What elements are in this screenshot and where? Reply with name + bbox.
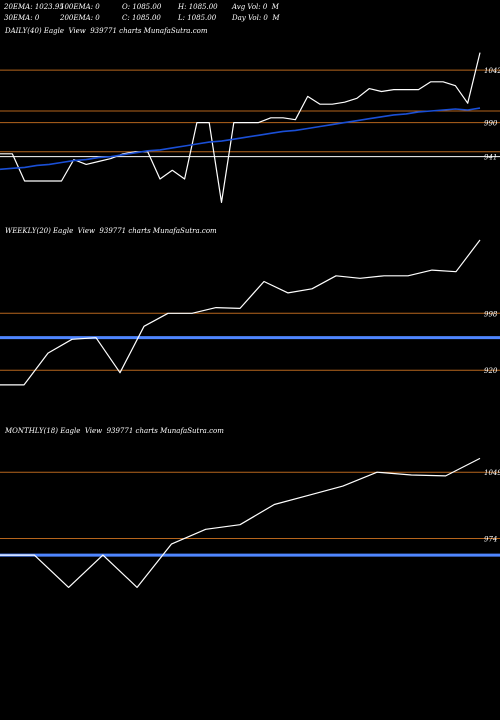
monthly-panel-title: MONTHLY(18) Eagle View 939771 charts Mun… [5, 427, 224, 435]
stat-high: H: 1085.00 [178, 3, 218, 11]
daily-level-label-4: 941 [484, 154, 497, 162]
stat-low: L: 1085.00 [178, 14, 217, 22]
daily-level-label-2: 990 [484, 120, 498, 128]
monthly-series-line-0 [0, 457, 481, 589]
stat-ema30: 30EMA: 0 [4, 14, 40, 22]
weekly-level-label-2: 920 [484, 367, 498, 375]
daily-level-label-0: 1042 [484, 67, 500, 75]
stat-ema20: 20EMA: 1023.95 [4, 3, 64, 11]
stat-close: C: 1085.00 [122, 14, 161, 22]
stat-ema100: 100EMA: 0 [60, 3, 100, 11]
stat-day-vol: Day Vol: 0 M [232, 14, 280, 22]
weekly-level-label-0: 998 [484, 310, 498, 318]
daily-panel-title: DAILY(40) Eagle View 939771 charts Munaf… [5, 27, 208, 35]
weekly-panel-title: WEEKLY(20) Eagle View 939771 charts Muna… [5, 227, 217, 235]
monthly-level-label-1: 974 [484, 536, 497, 544]
stat-ema200: 200EMA: 0 [60, 14, 100, 22]
stat-avg-vol: Avg Vol: 0 M [232, 3, 279, 11]
stat-open: O: 1085.00 [122, 3, 162, 11]
daily-series-line-0 [0, 52, 481, 203]
weekly-series-line-0 [0, 239, 481, 386]
daily-series-line-1 [0, 107, 481, 171]
